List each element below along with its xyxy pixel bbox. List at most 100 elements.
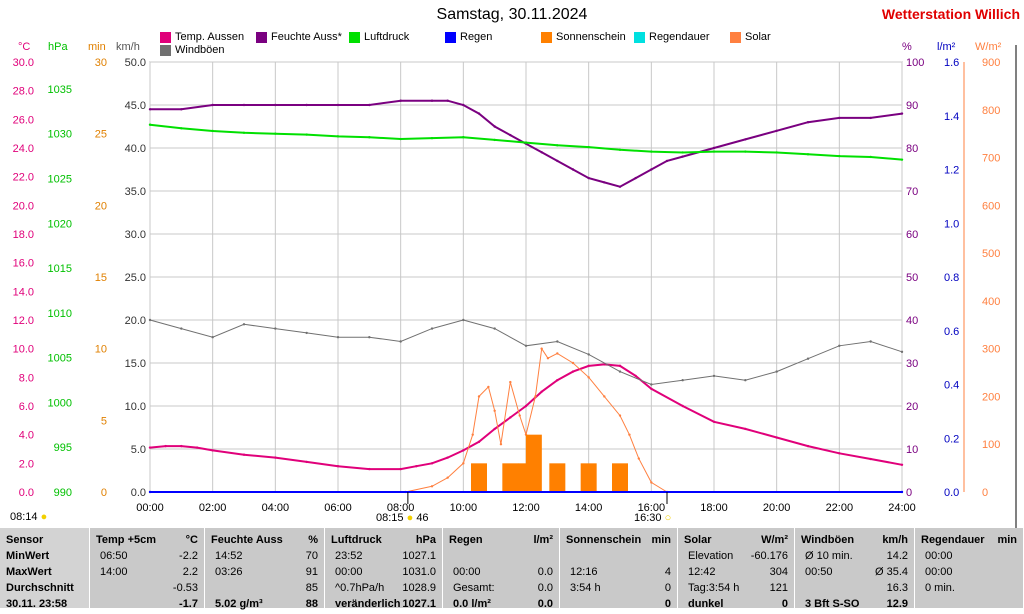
data-point-luftdruck	[399, 137, 402, 141]
table-column: Regendauer min 00:00 00:00 0 min.	[915, 528, 1024, 608]
cell-label: Gesamt:	[453, 582, 495, 594]
sun-duration-label: 46	[416, 512, 429, 524]
rain-tick-label: 1.0	[944, 218, 959, 230]
table-row	[443, 550, 559, 566]
data-point-feuchte-auss	[650, 168, 653, 171]
sunshine-bar	[471, 463, 487, 492]
data-point-windb-en	[681, 379, 684, 382]
wind-tick-label: 20.0	[125, 315, 146, 327]
table-header: Sonnenschein min	[560, 534, 677, 550]
legend-sunshine: Sonnenschein	[541, 31, 626, 43]
data-point-solar	[587, 376, 590, 379]
x-tick-label: 24:00	[888, 502, 916, 514]
data-point-temp-aussen	[242, 453, 246, 456]
legend-pressure: Luftdruck	[349, 31, 409, 43]
data-point-feuchte-auss	[838, 116, 841, 120]
data-point-feuchte-auss	[744, 138, 747, 141]
x-tick-label: 12:00	[512, 502, 540, 514]
x-tick-label: 08:00	[387, 502, 415, 514]
sunset-label: 16:30	[634, 512, 662, 524]
legend-label: Regen	[460, 31, 493, 43]
data-point-feuchte-auss	[634, 176, 637, 180]
data-point-solar	[603, 395, 606, 398]
table-row: 12:16 4	[560, 566, 677, 582]
wind-tick-label: 15.0	[125, 358, 146, 370]
data-point-luftdruck	[744, 150, 747, 153]
data-point-windb-en	[900, 350, 904, 354]
table-row: 3 Bft S-SO 12.9	[795, 598, 914, 614]
cell-label: 00:00	[925, 566, 953, 578]
data-point-solar	[430, 485, 434, 488]
pressure-tick-label: 1000	[48, 397, 72, 409]
data-point-luftdruck	[305, 133, 308, 136]
table-row: Gesamt: 0.0	[443, 582, 559, 598]
table-header: Feuchte Auss%	[205, 534, 324, 550]
x-tick-label: 20:00	[763, 502, 791, 514]
rain-tick-label: 1.6	[944, 57, 959, 69]
sunrise-label: 08:14	[10, 511, 38, 523]
cell-label: Tag:3:54 h	[688, 582, 740, 594]
data-point-temp-aussen	[869, 457, 872, 461]
data-point-feuchte-auss	[211, 103, 214, 107]
cell-label: Elevation	[688, 550, 734, 562]
data-point-luftdruck	[493, 138, 496, 142]
minutes-tick-label: 25	[95, 129, 107, 141]
row-label-min: MinWert	[0, 550, 89, 566]
table-row: veränderlich 1027.1	[325, 598, 442, 614]
sunshine-bar	[549, 463, 566, 492]
table-row: Ø 10 min. 14.2	[795, 550, 914, 566]
percent-tick-label: 40	[906, 315, 918, 327]
cell-label: Ø 10 min.	[805, 550, 853, 562]
solar-start-label: 08:15	[376, 512, 404, 524]
wind-tick-label: 0.0	[131, 487, 146, 499]
cell: Durchschnitt	[6, 582, 74, 594]
data-point-solar	[618, 414, 622, 417]
temp-tick-label: 14.0	[13, 286, 34, 298]
data-point-temp-aussen	[712, 420, 716, 423]
temp-tick-label: 26.0	[13, 114, 34, 126]
cell-label: 14:52	[215, 550, 243, 562]
data-point-temp-aussen	[540, 390, 543, 393]
temp-tick-label: 4.0	[19, 430, 34, 442]
solar-tick-label: 100	[982, 439, 1000, 451]
data-point-luftdruck	[368, 136, 371, 139]
data-point-solar	[546, 357, 550, 360]
data-point-temp-aussen	[900, 463, 904, 466]
data-point-solar	[637, 457, 640, 460]
data-point-temp-aussen	[477, 440, 481, 444]
sunshine-bar	[502, 463, 519, 492]
data-point-feuchte-auss	[493, 125, 496, 128]
data-point-windb-en	[587, 353, 590, 356]
row-label-sensor: Sensor	[0, 534, 89, 550]
column-header: Luftdruck	[331, 534, 382, 546]
data-point-solar	[650, 481, 653, 484]
data-point-luftdruck	[869, 155, 872, 159]
data-point-windb-en	[806, 357, 810, 360]
table-row: Elevation -60.176	[678, 550, 794, 566]
table-row: 00:50 Ø 35.4	[795, 566, 914, 582]
x-tick-label: 02:00	[199, 502, 227, 514]
chart-title: Samstag, 30.11.2024	[436, 6, 588, 23]
pressure-tick-label: 1015	[48, 263, 72, 275]
unit-solar: W/m²	[975, 41, 1002, 53]
cell-value: 1027.1	[402, 550, 436, 562]
legend-gusts: Windböen	[160, 44, 225, 56]
data-point-luftdruck	[838, 154, 841, 158]
wind-tick-label: 10.0	[125, 401, 146, 413]
cell-value: 16.3	[886, 582, 908, 594]
cell-value: 12.9	[886, 598, 908, 610]
data-point-luftdruck	[242, 131, 246, 134]
data-point-temp-aussen	[305, 460, 308, 464]
cell-value: 304	[769, 566, 788, 578]
sunshine-bar	[612, 463, 628, 492]
data-point-temp-aussen	[587, 364, 590, 368]
unit-wind: km/h	[116, 41, 140, 53]
table-column: Temp +5cm °C 06:50 -2.2 14:00 2.2 -0.53 -1.7	[90, 528, 205, 610]
data-point-temp-aussen	[180, 444, 183, 448]
data-point-feuchte-auss	[540, 151, 543, 154]
cell-value: 0.0	[537, 566, 553, 578]
data-point-temp-aussen	[681, 404, 684, 408]
cell-label: 12:16	[570, 566, 598, 578]
data-point-feuchte-auss	[900, 112, 904, 115]
percent-tick-label: 20	[906, 401, 918, 413]
